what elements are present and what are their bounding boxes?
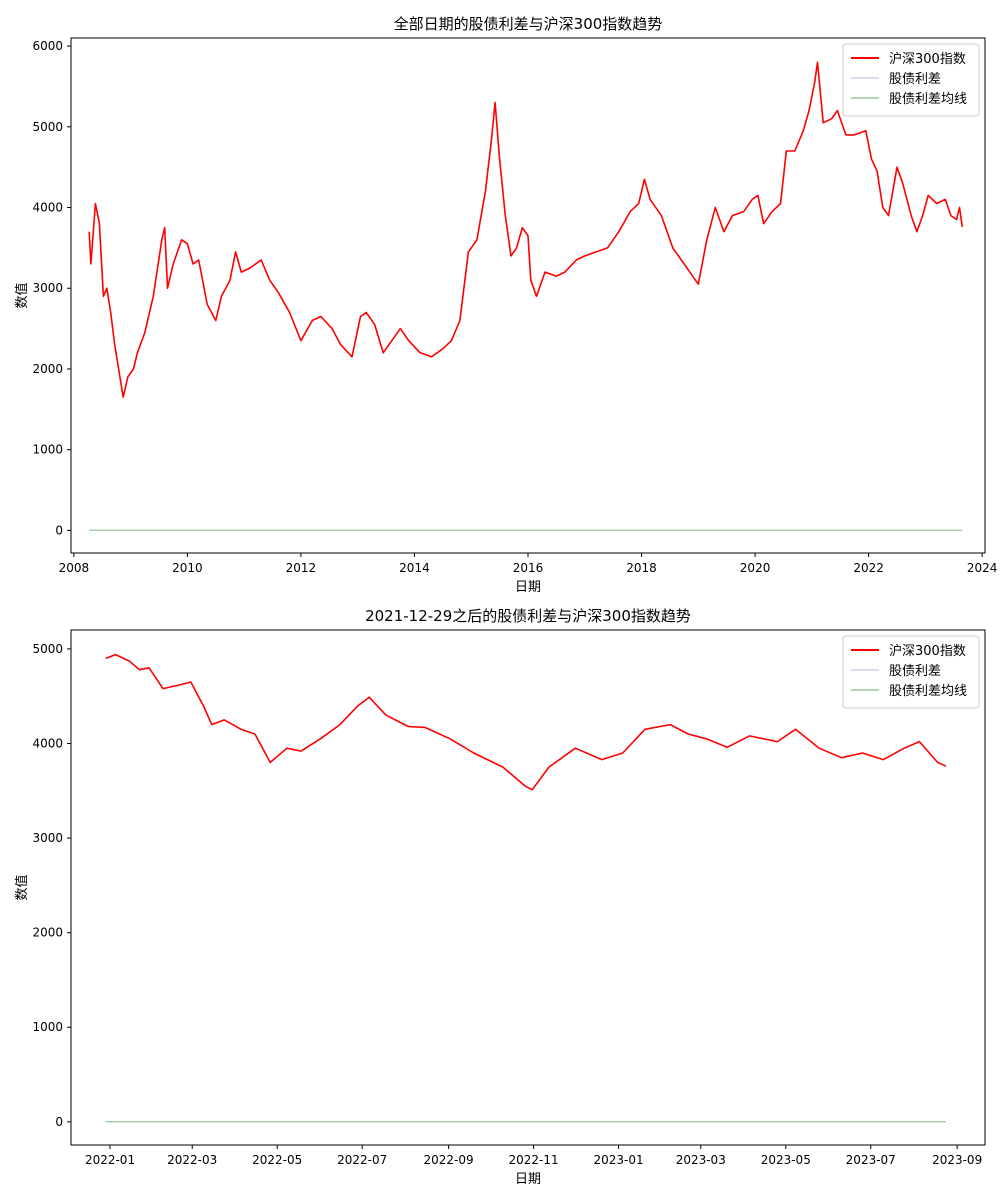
- chart-title: 全部日期的股债利差与沪深300指数趋势: [394, 15, 663, 33]
- y-axis-title: 数值: [14, 282, 30, 308]
- y-tick-label: 5000: [32, 642, 63, 656]
- x-tick-label: 2022-11: [509, 1153, 559, 1167]
- x-tick-label: 2020: [740, 561, 771, 575]
- y-tick-label: 4000: [32, 201, 63, 215]
- x-tick-label: 2022: [853, 561, 884, 575]
- x-tick-label: 2022-03: [167, 1153, 217, 1167]
- y-tick-label: 0: [55, 1115, 63, 1129]
- x-tick-label: 2016: [513, 561, 544, 575]
- y-tick-label: 2000: [32, 362, 63, 376]
- y-tick-label: 1000: [32, 1020, 63, 1034]
- x-axis-title: 日期: [515, 1172, 541, 1187]
- y-tick-label: 6000: [32, 39, 63, 53]
- chart-since-2021-12-29: 2021-12-29之后的股债利差与沪深300指数趋势 2022-01 2022-0…: [14, 607, 986, 1187]
- x-tick-label: 2022-09: [424, 1153, 474, 1167]
- x-tick-label: 2022-07: [337, 1153, 387, 1167]
- x-tick-label: 2022-05: [252, 1153, 302, 1167]
- legend-label: 股债利差: [889, 72, 941, 87]
- legend-label: 沪深300指数: [889, 51, 966, 67]
- y-tick-label: 4000: [32, 736, 63, 750]
- x-tick-label: 2012: [286, 561, 317, 575]
- legend-label: 股债利差均线: [889, 92, 967, 107]
- chart-full-history: 全部日期的股债利差与沪深300指数趋势 2008 2010 2012 2014 2016 2…: [14, 15, 997, 595]
- x-tick-label: 2023-07: [846, 1153, 896, 1167]
- y-tick-label: 2000: [32, 926, 63, 940]
- x-tick-label: 2023-05: [761, 1153, 811, 1167]
- legend-label: 股债利差: [889, 664, 941, 679]
- chart-title: 2021-12-29之后的股债利差与沪深300指数趋势: [365, 607, 691, 625]
- x-tick-label: 2014: [399, 561, 430, 575]
- series-line-0: [88, 61, 964, 398]
- x-tick-label: 2008: [59, 561, 90, 575]
- y-tick-label: 5000: [32, 120, 63, 134]
- x-tick-label: 2023-03: [676, 1153, 726, 1167]
- legend-label: 沪深300指数: [889, 643, 966, 659]
- y-tick-label: 0: [55, 523, 63, 537]
- y-tick-label: 3000: [32, 831, 63, 845]
- x-axis-title: 日期: [515, 580, 541, 595]
- x-tick-label: 2010: [172, 561, 203, 575]
- plot-frame: [70, 629, 986, 1146]
- y-tick-label: 1000: [32, 443, 63, 457]
- x-tick-label: 2022-01: [85, 1153, 135, 1167]
- x-tick-label: 2024: [967, 561, 998, 575]
- legend-label: 股债利差均线: [889, 684, 967, 699]
- x-tick-label: 2018: [626, 561, 657, 575]
- series-line-0: [105, 653, 947, 791]
- x-tick-label: 2023-01: [593, 1153, 643, 1167]
- y-axis-title: 数值: [14, 874, 30, 900]
- y-tick-label: 3000: [32, 281, 63, 295]
- x-tick-label: 2023-09: [932, 1153, 982, 1167]
